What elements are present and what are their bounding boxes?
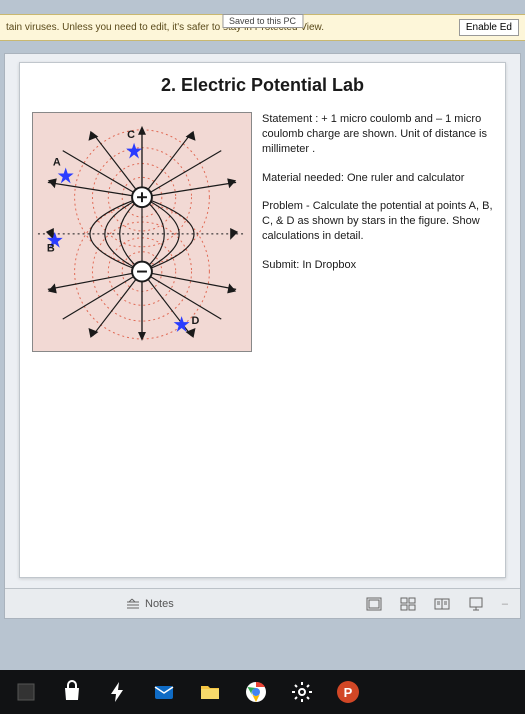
dipole-figure: A B C D — [32, 112, 252, 352]
reading-view-icon[interactable] — [434, 597, 450, 611]
status-bar: Notes – — [5, 588, 520, 618]
chrome-icon[interactable] — [244, 680, 268, 704]
slide-title: 2. Electric Potential Lab — [32, 75, 493, 96]
settings-icon[interactable] — [290, 680, 314, 704]
material-text: Material needed: One ruler and calculato… — [262, 171, 493, 186]
taskbar-unknown-icon[interactable] — [14, 680, 38, 704]
statement-text: Statement : + 1 micro coulomb and – 1 mi… — [262, 112, 493, 157]
notes-icon — [125, 597, 141, 611]
normal-view-icon[interactable] — [366, 597, 382, 611]
label-d: D — [192, 315, 200, 327]
powerpoint-icon[interactable]: P — [336, 680, 360, 704]
notes-label: Notes — [145, 598, 174, 610]
svg-text:P: P — [344, 685, 353, 700]
text-column: Statement : + 1 micro coulomb and – 1 mi… — [262, 112, 493, 352]
mail-icon[interactable] — [152, 680, 176, 704]
status-divider: – — [502, 598, 508, 610]
enable-editing-button[interactable]: Enable Ed — [459, 19, 519, 36]
submit-text: Submit: In Dropbox — [262, 258, 493, 273]
label-a: A — [53, 157, 61, 169]
problem-text: Problem - Calculate the potential at poi… — [262, 199, 493, 244]
label-c: C — [127, 129, 135, 141]
power-icon[interactable] — [106, 680, 130, 704]
slideshow-view-icon[interactable] — [468, 597, 484, 611]
slide: 2. Electric Potential Lab — [19, 62, 506, 578]
label-b: B — [47, 243, 55, 255]
taskbar: P — [0, 670, 525, 714]
explorer-icon[interactable] — [198, 680, 222, 704]
store-icon[interactable] — [60, 680, 84, 704]
sorter-view-icon[interactable] — [400, 597, 416, 611]
notes-button[interactable]: Notes — [125, 597, 174, 611]
autosave-badge: Saved to this PC — [222, 14, 303, 28]
slide-canvas: 2. Electric Potential Lab — [4, 53, 521, 619]
